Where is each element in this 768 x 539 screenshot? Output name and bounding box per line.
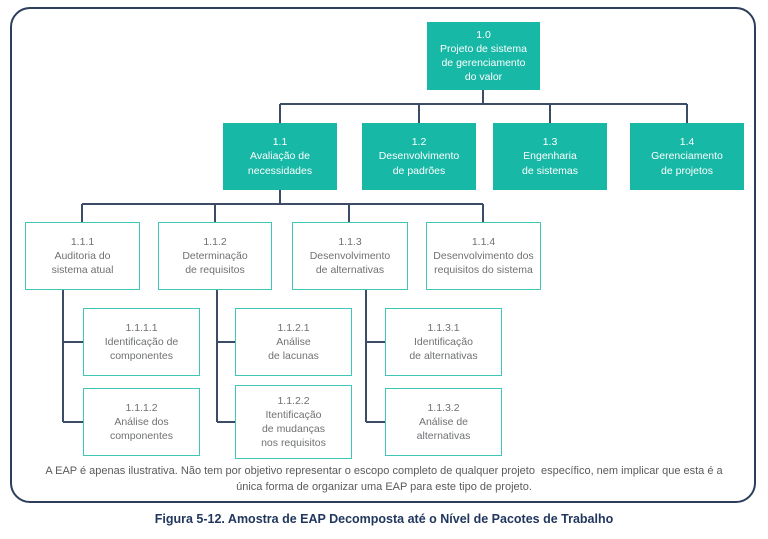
node-code: 1.1.1 [70, 235, 95, 248]
node-label: Desenvolvimento dos requisitos do sistem… [433, 249, 534, 277]
node-label: Análise de alternativas [416, 415, 471, 443]
node-label: Avaliação de necessidades [247, 150, 313, 177]
wbs-node-1-1-1-2: 1.1.1.2 Análise dos componentes [83, 388, 200, 456]
node-label: Análise dos componentes [109, 415, 174, 443]
node-label: Engenharia de sistemas [521, 150, 579, 177]
wbs-node-1-1-3-2: 1.1.3.2 Análise de alternativas [385, 388, 502, 456]
node-code: 1.1.2 [203, 235, 227, 248]
figure-caption: Figura 5-12. Amostra de EAP Decomposta a… [154, 512, 614, 526]
node-label: Projeto de sistema de gerenciamento do v… [440, 42, 527, 84]
node-label: Desenvolvimento de alternativas [309, 249, 391, 277]
wbs-node-1-1-2: 1.1.2 Determinação de requisitos [158, 222, 272, 290]
wbs-node-1-1-2-2: 1.1.2.2 Itentificação de mudanças nos re… [235, 385, 352, 459]
wbs-node-1-3: 1.3 Engenharia de sistemas [493, 123, 607, 190]
wbs-node-1-2: 1.2 Desenvolvimento de padrões [362, 123, 476, 190]
wbs-node-1-4: 1.4 Gerenciamento de projetos [630, 123, 744, 190]
node-label: Identificação de alternativas [409, 335, 478, 363]
node-label: Identificação de componentes [104, 335, 179, 363]
wbs-node-1-1-3-1: 1.1.3.1 Identificação de alternativas [385, 308, 502, 376]
wbs-node-1-1-1: 1.1.1 Auditoria do sistema atual [25, 222, 140, 290]
node-code: 1.1.4 [471, 235, 496, 248]
node-code: 1.1.1.2 [125, 401, 158, 414]
diagram-footnote: A EAP é apenas ilustrativa. Não tem por … [45, 465, 726, 493]
wbs-node-1-1-1-1: 1.1.1.1 Identificação de componentes [83, 308, 200, 376]
node-label: Gerenciamento de projetos [651, 150, 723, 177]
node-code: 1.1.3.1 [427, 321, 460, 334]
node-code: 1.0 [476, 28, 491, 41]
wbs-node-1-0: 1.0 Projeto de sistema de gerenciamento … [427, 22, 540, 90]
node-code: 1.1.3 [338, 235, 362, 248]
node-code: 1.3 [542, 136, 558, 149]
node-code: 1.1.2.1 [277, 321, 310, 334]
node-label: Desenvolvimento de padrões [378, 150, 460, 177]
wbs-node-1-1-3: 1.1.3 Desenvolvimento de alternativas [292, 222, 408, 290]
node-code: 1.1.3.2 [427, 401, 460, 414]
node-label: Determinação de requisitos [182, 249, 248, 277]
wbs-node-1-1: 1.1 Avaliação de necessidades [223, 123, 337, 190]
node-label: Auditoria do sistema atual [51, 249, 114, 277]
node-label: Itentificação de mudanças nos requisitos [261, 408, 326, 450]
wbs-node-1-1-4: 1.1.4 Desenvolvimento dos requisitos do … [426, 222, 541, 290]
node-code: 1.1.2.2 [277, 394, 310, 407]
node-code: 1.2 [411, 136, 427, 149]
node-code: 1.1.1.1 [125, 321, 158, 334]
wbs-node-1-1-2-1: 1.1.2.1 Análise de lacunas [235, 308, 352, 376]
node-code: 1.4 [679, 136, 695, 149]
node-label: Análise de lacunas [268, 335, 319, 363]
node-code: 1.1 [272, 136, 288, 149]
